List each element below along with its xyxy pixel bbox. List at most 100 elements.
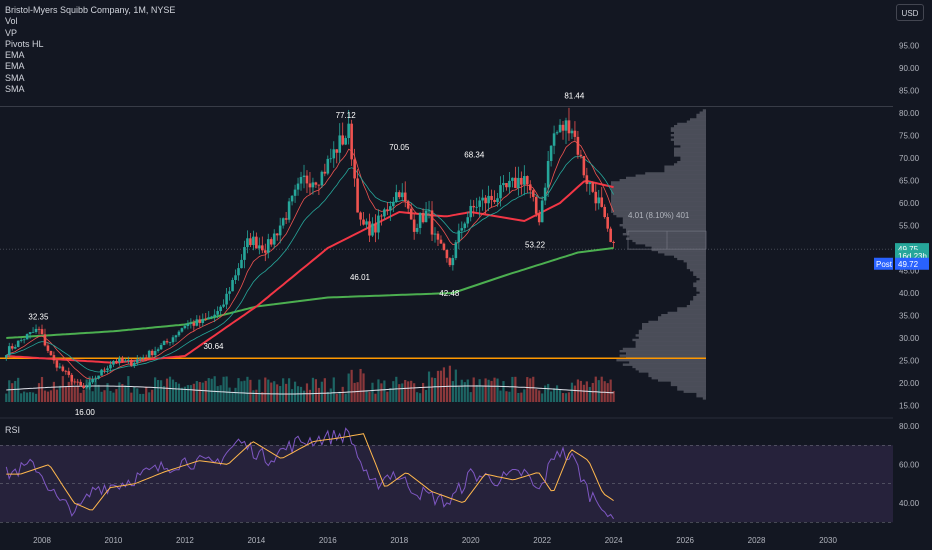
candle-body[interactable]: [392, 201, 395, 207]
candle-body[interactable]: [502, 183, 505, 186]
candle-body[interactable]: [135, 359, 139, 363]
candle-body[interactable]: [201, 318, 205, 324]
candle-body[interactable]: [252, 236, 255, 246]
candle-body[interactable]: [165, 341, 169, 343]
candle-body[interactable]: [186, 323, 190, 326]
candle-body[interactable]: [91, 378, 94, 383]
candle-body[interactable]: [302, 175, 306, 178]
candle-body[interactable]: [484, 197, 487, 204]
candle-body[interactable]: [147, 350, 151, 358]
candle-body[interactable]: [418, 212, 422, 228]
candle-body[interactable]: [213, 314, 216, 317]
candle-body[interactable]: [263, 250, 267, 253]
candle-body[interactable]: [317, 184, 321, 186]
candle-body[interactable]: [359, 212, 362, 220]
candle-body[interactable]: [368, 221, 371, 236]
candle-body[interactable]: [609, 228, 612, 242]
candle-body[interactable]: [100, 369, 103, 376]
candle-body[interactable]: [13, 346, 17, 349]
candle-body[interactable]: [567, 120, 571, 134]
candle-body[interactable]: [106, 368, 109, 370]
candle-body[interactable]: [121, 358, 124, 362]
candle-body[interactable]: [88, 382, 91, 388]
candle-body[interactable]: [189, 322, 193, 324]
candle-body[interactable]: [552, 133, 556, 146]
candle-body[interactable]: [269, 239, 273, 245]
candle-body[interactable]: [290, 195, 294, 202]
candle-body[interactable]: [445, 249, 449, 259]
candle-body[interactable]: [564, 120, 568, 131]
candle-body[interactable]: [347, 123, 350, 139]
candle-body[interactable]: [499, 185, 502, 199]
candle-body[interactable]: [127, 359, 130, 361]
candle-body[interactable]: [594, 191, 598, 204]
candle-body[interactable]: [520, 177, 523, 185]
candle-body[interactable]: [171, 337, 175, 343]
candle-body[interactable]: [94, 378, 97, 380]
candle-body[interactable]: [115, 360, 118, 363]
candle-body[interactable]: [103, 369, 106, 371]
candle-body[interactable]: [365, 221, 368, 225]
candle-body[interactable]: [180, 328, 184, 332]
candle-body[interactable]: [198, 319, 202, 324]
candle-body[interactable]: [73, 381, 77, 383]
candle-body[interactable]: [329, 158, 333, 160]
candle-body[interactable]: [436, 233, 440, 240]
candle-body[interactable]: [389, 206, 392, 211]
candle-body[interactable]: [427, 210, 431, 212]
candle-body[interactable]: [525, 176, 529, 185]
candle-body[interactable]: [162, 341, 166, 345]
candle-body[interactable]: [597, 197, 601, 204]
candle-body[interactable]: [335, 149, 339, 153]
legend-vp[interactable]: VP: [5, 27, 18, 38]
candle-body[interactable]: [249, 238, 252, 246]
candle-body[interactable]: [112, 360, 115, 365]
candle-body[interactable]: [278, 225, 282, 236]
candle-body[interactable]: [591, 182, 595, 192]
candle-body[interactable]: [97, 375, 100, 379]
candle-body[interactable]: [380, 215, 383, 217]
candle-body[interactable]: [216, 311, 219, 315]
candle-body[interactable]: [183, 325, 187, 329]
candle-body[interactable]: [82, 385, 85, 389]
candle-body[interactable]: [231, 279, 234, 292]
candle-body[interactable]: [70, 374, 74, 382]
candle-body[interactable]: [67, 371, 71, 375]
candle-body[interactable]: [192, 322, 196, 326]
candle-body[interactable]: [61, 366, 65, 371]
candle-body[interactable]: [132, 362, 136, 366]
candle-body[interactable]: [514, 177, 517, 188]
candle-body[interactable]: [159, 344, 163, 350]
candle-body[interactable]: [320, 171, 324, 186]
currency-button[interactable]: USD: [896, 4, 924, 21]
candle-body[interactable]: [603, 206, 607, 218]
candle-body[interactable]: [579, 154, 583, 157]
candle-body[interactable]: [356, 178, 359, 213]
candle-body[interactable]: [582, 156, 586, 176]
candle-body[interactable]: [49, 350, 53, 356]
candle-body[interactable]: [272, 233, 276, 245]
candle-body[interactable]: [243, 247, 246, 260]
candle-body[interactable]: [130, 359, 133, 366]
candle-body[interactable]: [433, 233, 437, 235]
legend-ema-2[interactable]: EMA: [5, 61, 25, 72]
candle-body[interactable]: [511, 177, 514, 181]
candle-body[interactable]: [52, 355, 56, 361]
candle-body[interactable]: [555, 132, 559, 134]
candle-body[interactable]: [540, 200, 544, 223]
candle-body[interactable]: [150, 350, 154, 356]
candle-body[interactable]: [558, 124, 562, 133]
candle-body[interactable]: [543, 187, 547, 201]
candle-body[interactable]: [19, 339, 23, 341]
candle-body[interactable]: [412, 219, 416, 232]
candle-body[interactable]: [454, 242, 458, 259]
candle-body[interactable]: [463, 223, 467, 229]
candle-body[interactable]: [508, 180, 511, 188]
candle-body[interactable]: [457, 230, 461, 243]
candle-body[interactable]: [240, 259, 243, 269]
candle-body[interactable]: [261, 245, 264, 251]
candle-body[interactable]: [141, 357, 145, 359]
candle-body[interactable]: [305, 175, 309, 184]
candle-body[interactable]: [28, 332, 32, 335]
